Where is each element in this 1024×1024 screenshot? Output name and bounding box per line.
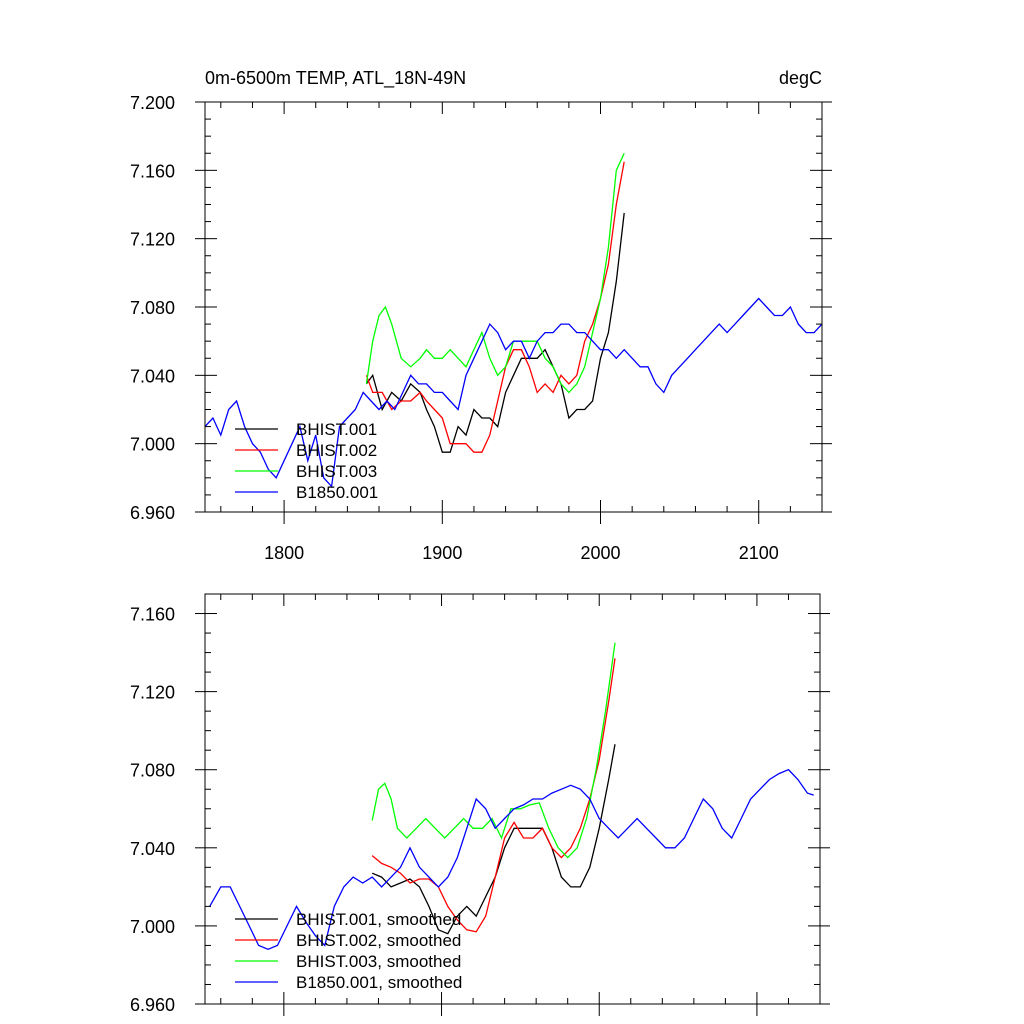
top-series-line-2 <box>365 153 625 394</box>
bottom-y-tick-label: 7.040 <box>130 839 175 859</box>
top-y-tick-label: 7.040 <box>130 366 175 386</box>
top-y-tick-label: 7.080 <box>130 298 175 318</box>
bottom-series-line-2 <box>371 642 616 859</box>
top-legend-label-2: BHIST.003 <box>296 462 377 481</box>
top-y-tick-label: 7.160 <box>130 161 175 181</box>
bottom-series-line-0 <box>371 744 616 935</box>
top-series-line-1 <box>365 161 625 453</box>
top-x-tick-label: 2100 <box>739 543 779 563</box>
bottom-series-line-1 <box>371 658 616 933</box>
top-y-tick-label: 7.000 <box>130 435 175 455</box>
bottom-y-tick-label: 7.120 <box>130 683 175 703</box>
top-x-tick-label: 2000 <box>580 543 620 563</box>
bottom-y-tick-label: 7.160 <box>130 605 175 625</box>
bottom-series-line-3 <box>209 768 814 951</box>
bottom-y-tick-label: 7.080 <box>130 761 175 781</box>
top-legend-label-3: B1850.001 <box>296 483 378 502</box>
top-x-tick-label: 1900 <box>422 543 462 563</box>
bottom-legend-label-1: BHIST.002, smoothed <box>296 931 461 950</box>
top-y-tick-label: 7.200 <box>130 93 175 113</box>
bottom-legend-label-0: BHIST.001, smoothed <box>296 910 461 929</box>
bottom-y-tick-label: 7.000 <box>130 917 175 937</box>
top-series-line-3 <box>205 297 822 488</box>
top-chart-title: 0m-6500m TEMP, ATL_18N-49N <box>205 68 466 89</box>
top-x-tick-label: 1800 <box>264 543 304 563</box>
top-series-line-0 <box>365 212 625 453</box>
top-legend-label-1: BHIST.002 <box>296 441 377 460</box>
top-chart-panel: 0m-6500m TEMP, ATL_18N-49N degC 1800 1900… <box>130 68 832 563</box>
bottom-y-tick-label: 6.960 <box>130 995 175 1015</box>
bottom-legend-label-3: B1850.001, smoothed <box>296 973 462 992</box>
bottom-plot-frame <box>204 593 821 1005</box>
top-legend-label-0: BHIST.001 <box>296 420 377 439</box>
bottom-legend-label-2: BHIST.003, smoothed <box>296 952 461 971</box>
top-y-tick-label: 6.960 <box>130 503 175 523</box>
bottom-chart-panel: 6.960 7.000 7.040 7.080 7.120 7.160 BHIST.001,… <box>130 593 830 1016</box>
top-chart-units: degC <box>779 68 822 88</box>
top-y-tick-label: 7.120 <box>130 230 175 250</box>
